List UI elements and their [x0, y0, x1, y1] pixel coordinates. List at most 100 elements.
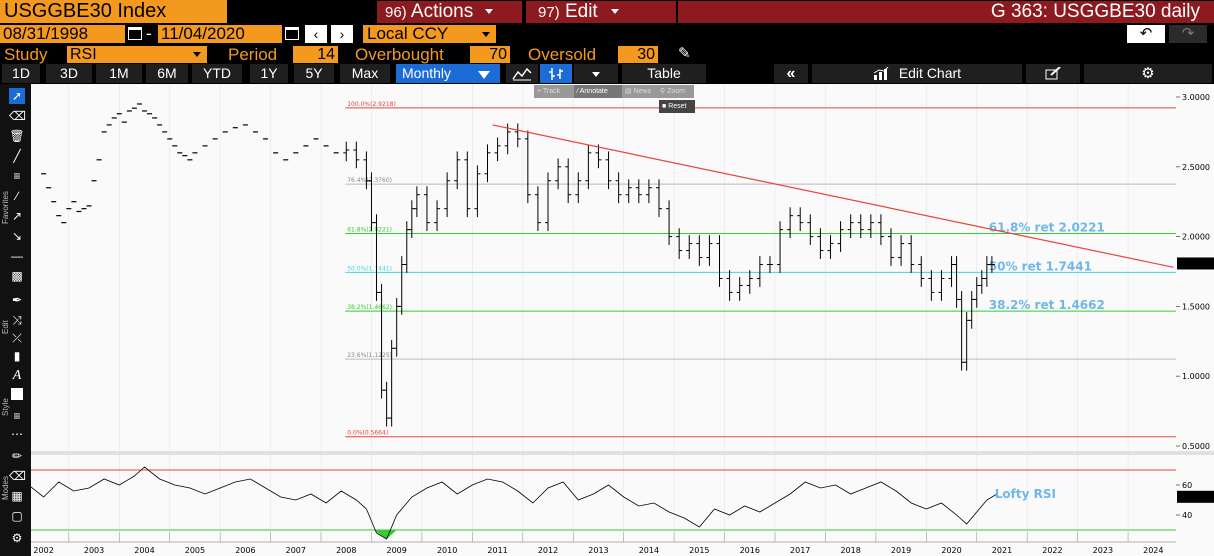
ohlc-bar: [423, 186, 430, 232]
magnet-icon[interactable]: ⤫: [12, 331, 22, 345]
edit-chart-icon: [873, 66, 889, 80]
annotation-settings-button[interactable]: [1026, 64, 1080, 83]
ohlc-bar: [756, 256, 763, 287]
text-icon[interactable]: A: [12, 368, 22, 383]
cursor-icon[interactable]: ➚: [9, 88, 25, 104]
study-dropdown[interactable]: RSI: [67, 46, 207, 63]
range-1y-button[interactable]: 1Y: [250, 64, 288, 83]
range-6m-button[interactable]: 6M: [146, 64, 188, 83]
redo-button[interactable]: ↷: [1169, 25, 1207, 43]
calendar-icon[interactable]: [285, 27, 299, 40]
table-button[interactable]: Table: [622, 64, 706, 83]
ray-icon[interactable]: ↗: [11, 209, 23, 223]
ohlc-bar: [605, 151, 612, 190]
x-tick-label: 2003: [84, 546, 104, 555]
overbought-field[interactable]: 70: [470, 46, 510, 63]
modes-eraser-icon[interactable]: ⌫: [9, 469, 26, 483]
pencil-square-icon: [1045, 66, 1061, 80]
actions-menu-button[interactable]: 96) Actions: [377, 1, 522, 23]
last-price-value: 1.8075: [1179, 259, 1207, 268]
arrow-icon[interactable]: ↘: [11, 229, 23, 243]
track-tool-button[interactable]: + Track: [537, 88, 561, 95]
horizontal-line-icon[interactable]: —: [11, 249, 23, 263]
news-tool-button[interactable]: ▤ News: [625, 88, 652, 95]
delete-icon[interactable]: ▮: [13, 349, 21, 363]
ohlc-bar: [464, 151, 471, 218]
ohlc-bar: [474, 165, 481, 218]
panel-divider[interactable]: [31, 451, 1214, 455]
parallel-lines-icon[interactable]: ▩: [11, 269, 23, 283]
collapse-panel-button[interactable]: «: [774, 64, 808, 83]
calendar-icon[interactable]: [128, 27, 142, 40]
undo-button[interactable]: ↶: [1127, 25, 1165, 43]
ohlc-bar: [837, 221, 844, 252]
x-tick-label: 2008: [336, 546, 356, 555]
currency-dropdown[interactable]: Local CCY: [363, 25, 496, 43]
range-max-button[interactable]: Max: [340, 64, 390, 83]
ohlc-bar: [454, 151, 461, 190]
reset-zoom-button[interactable]: ■ Reset: [659, 100, 695, 113]
x-tick-label: 2014: [639, 546, 659, 555]
chevron-down-icon: [484, 9, 493, 15]
prev-period-button[interactable]: ‹: [305, 25, 327, 43]
settings-button[interactable]: ⚙: [1084, 64, 1212, 83]
fibonacci-icon[interactable]: ≡: [13, 169, 21, 183]
period-field[interactable]: 14: [293, 46, 338, 63]
next-period-button[interactable]: ›: [331, 25, 353, 43]
annotate-tool-button[interactable]: ∕ Annotate: [574, 85, 622, 98]
line-style-icon[interactable]: ⋯: [11, 427, 23, 441]
end-date-field[interactable]: 11/04/2020: [158, 25, 282, 43]
ohlc-bar: [555, 158, 562, 190]
line-chart-type-button[interactable]: [506, 64, 538, 83]
x-tick-label: 2015: [689, 546, 709, 555]
settings-gear-icon[interactable]: ⚙: [11, 531, 23, 545]
frequency-dropdown[interactable]: Monthly: [396, 64, 500, 83]
bar-chart-type-button[interactable]: [540, 64, 572, 83]
line-width-icon[interactable]: ≡: [13, 409, 21, 423]
color-fill-icon[interactable]: [11, 388, 23, 400]
rsi-y-tick-label: 60: [1182, 481, 1192, 490]
ticker-field[interactable]: USGGBE30 Index: [0, 0, 227, 23]
favorites-label: Favorites: [1, 191, 10, 224]
ohlc-bar: [928, 270, 935, 301]
x-tick-label: 2005: [185, 546, 205, 555]
brush-icon[interactable]: ✒: [11, 293, 23, 307]
range-1m-button[interactable]: 1M: [96, 64, 142, 83]
zoom-tool-button[interactable]: ⚲ Zoom: [660, 88, 685, 95]
chart-type-dropdown[interactable]: [574, 64, 618, 83]
ohlc-bar: [988, 256, 995, 273]
eraser-icon[interactable]: ⌫: [9, 109, 26, 123]
trendline-icon[interactable]: ╱: [13, 149, 21, 163]
x-tick-label: 2012: [538, 546, 558, 555]
move-icon[interactable]: ⤨: [12, 313, 22, 327]
price-chart[interactable]: 100.0%(2.9218)76.4%(2.3760)61.8%(2.0221)…: [31, 84, 1214, 556]
ohlc-bar: [575, 172, 582, 204]
range-5y-button[interactable]: 5Y: [294, 64, 334, 83]
window-title: G 363: USGGBE30 daily: [990, 1, 1200, 22]
start-date-field[interactable]: 08/31/1998: [0, 25, 125, 43]
x-tick-label: 2002: [33, 546, 53, 555]
modes-side-label: Modes: [1, 475, 10, 500]
channel-icon[interactable]: ∕: [15, 189, 18, 203]
range-3d-button[interactable]: 3D: [46, 64, 92, 83]
edit-chart-button[interactable]: Edit Chart: [812, 64, 1022, 83]
ohlc-bar: [787, 207, 794, 238]
chevron-down-icon: [193, 52, 201, 57]
modes-grid-icon[interactable]: ▦: [11, 489, 23, 503]
fib-retracement-label: 50% ret 1.7441: [989, 259, 1092, 273]
range-1d-button[interactable]: 1D: [2, 64, 40, 83]
trash-icon[interactable]: 🗑: [9, 129, 25, 143]
x-tick-label: 2011: [487, 546, 507, 555]
y-tick-label: 1.5000: [1182, 302, 1210, 311]
period-value: 14: [317, 46, 335, 63]
range-ytd-button[interactable]: YTD: [192, 64, 242, 83]
modes-pen-icon[interactable]: ✏: [11, 449, 23, 463]
pen-icon[interactable]: ✎: [678, 45, 691, 62]
edit-menu-button[interactable]: 97) Edit: [526, 1, 676, 23]
ticker-text: USGGBE30 Index: [4, 0, 167, 22]
ohlc-bar: [918, 256, 925, 287]
oversold-field[interactable]: 30: [618, 46, 658, 63]
fib-level-label: 50.0%(1.7441): [347, 265, 392, 272]
chevron-down-icon: [478, 71, 490, 79]
modes-window-icon[interactable]: ▢: [11, 509, 23, 523]
